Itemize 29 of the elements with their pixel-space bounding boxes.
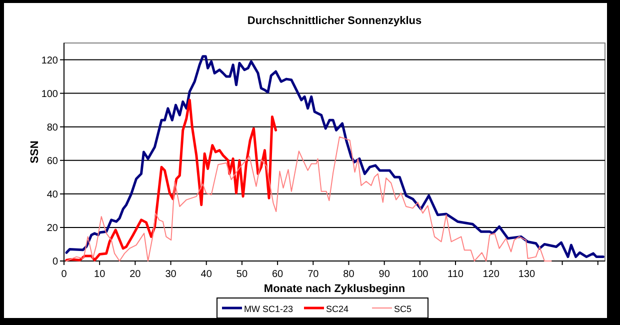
x-tick-label: 60 bbox=[272, 269, 284, 280]
line-series bbox=[65, 98, 278, 262]
x-tick-label: 120 bbox=[482, 269, 500, 280]
legend-label: MW SC1-23 bbox=[244, 304, 294, 314]
x-tick-label: 90 bbox=[378, 269, 390, 280]
y-tick-label: 80 bbox=[46, 122, 58, 134]
y-tick-label: 60 bbox=[46, 156, 58, 167]
y-tick-label: 120 bbox=[41, 55, 58, 66]
line-series bbox=[66, 136, 552, 262]
y-tick-label: 100 bbox=[41, 88, 58, 100]
x-tick-label: 100 bbox=[412, 269, 429, 280]
y-tick-label: 40 bbox=[46, 189, 58, 200]
x-tick-label: 80 bbox=[343, 269, 355, 280]
x-tick-label: 10 bbox=[94, 269, 106, 280]
x-tick-label: 0 bbox=[61, 269, 68, 280]
x-tick-label: 130 bbox=[518, 269, 536, 280]
legend-label: SC24 bbox=[326, 304, 349, 314]
x-tick-label: 70 bbox=[308, 269, 320, 280]
x-tick-label: 30 bbox=[165, 269, 177, 280]
legend-label: SC5 bbox=[394, 304, 412, 314]
y-axis-title: SSN bbox=[29, 140, 41, 164]
x-tick-label: 40 bbox=[200, 269, 212, 280]
x-tick-label: 20 bbox=[130, 269, 142, 280]
chart-title: Durchschnittlicher Sonnenzyklus bbox=[247, 15, 422, 27]
y-tick-label: 20 bbox=[46, 222, 58, 234]
x-tick-label: 110 bbox=[448, 269, 464, 280]
y-tick-label: 0 bbox=[52, 256, 58, 268]
x-axis-title: Monate nach Zyklusbeginn bbox=[264, 283, 406, 295]
x-tick-label: 50 bbox=[236, 269, 248, 280]
